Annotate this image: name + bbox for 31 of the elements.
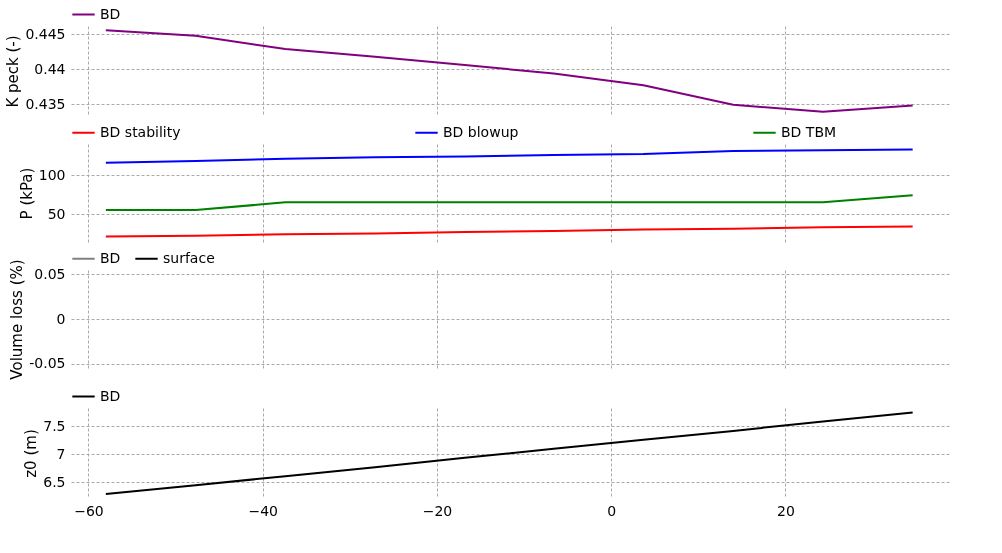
line-series [104, 148, 914, 164]
y-tick-label: 0.445 [25, 25, 66, 42]
legend-label: BD TBM [781, 123, 837, 140]
legend-label: BD [100, 387, 121, 404]
legend-label: BD blowup [443, 123, 519, 140]
y-axis-title: K peck (-) [4, 35, 23, 108]
line-series [104, 29, 914, 113]
legend-label: BD [100, 5, 121, 22]
y-tick-label: 7 [56, 445, 66, 462]
x-tick-label: −60 [74, 502, 104, 519]
y-axis-title: P (kPa) [17, 167, 36, 220]
y-tick-label: 100 [38, 166, 66, 183]
line-series [104, 411, 914, 496]
y-tick-label: 6.5 [43, 473, 66, 490]
x-tick-label: −20 [422, 502, 453, 519]
y-tick-label: 0.05 [34, 265, 66, 282]
x-tick-label: 20 [777, 502, 795, 519]
legend-label: BD stability [100, 123, 181, 140]
y-tick-label: 7.5 [43, 417, 66, 434]
legend-label: surface [163, 249, 215, 266]
y-axis-title: z0 (m) [22, 429, 41, 478]
y-tick-label: -0.05 [29, 355, 66, 372]
line-series [104, 225, 914, 238]
y-axis-title: Volume loss (%) [8, 259, 27, 380]
legend-label: BD [100, 249, 121, 266]
y-tick-label: 50 [47, 205, 66, 222]
y-tick-label: 0.435 [25, 95, 66, 112]
x-tick-label: −40 [248, 502, 278, 519]
x-tick-label: 0 [607, 502, 617, 519]
y-tick-label: 0 [56, 310, 66, 327]
y-tick-label: 0.44 [34, 60, 66, 77]
